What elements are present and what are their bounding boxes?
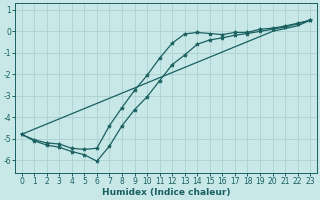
X-axis label: Humidex (Indice chaleur): Humidex (Indice chaleur) (102, 188, 230, 197)
